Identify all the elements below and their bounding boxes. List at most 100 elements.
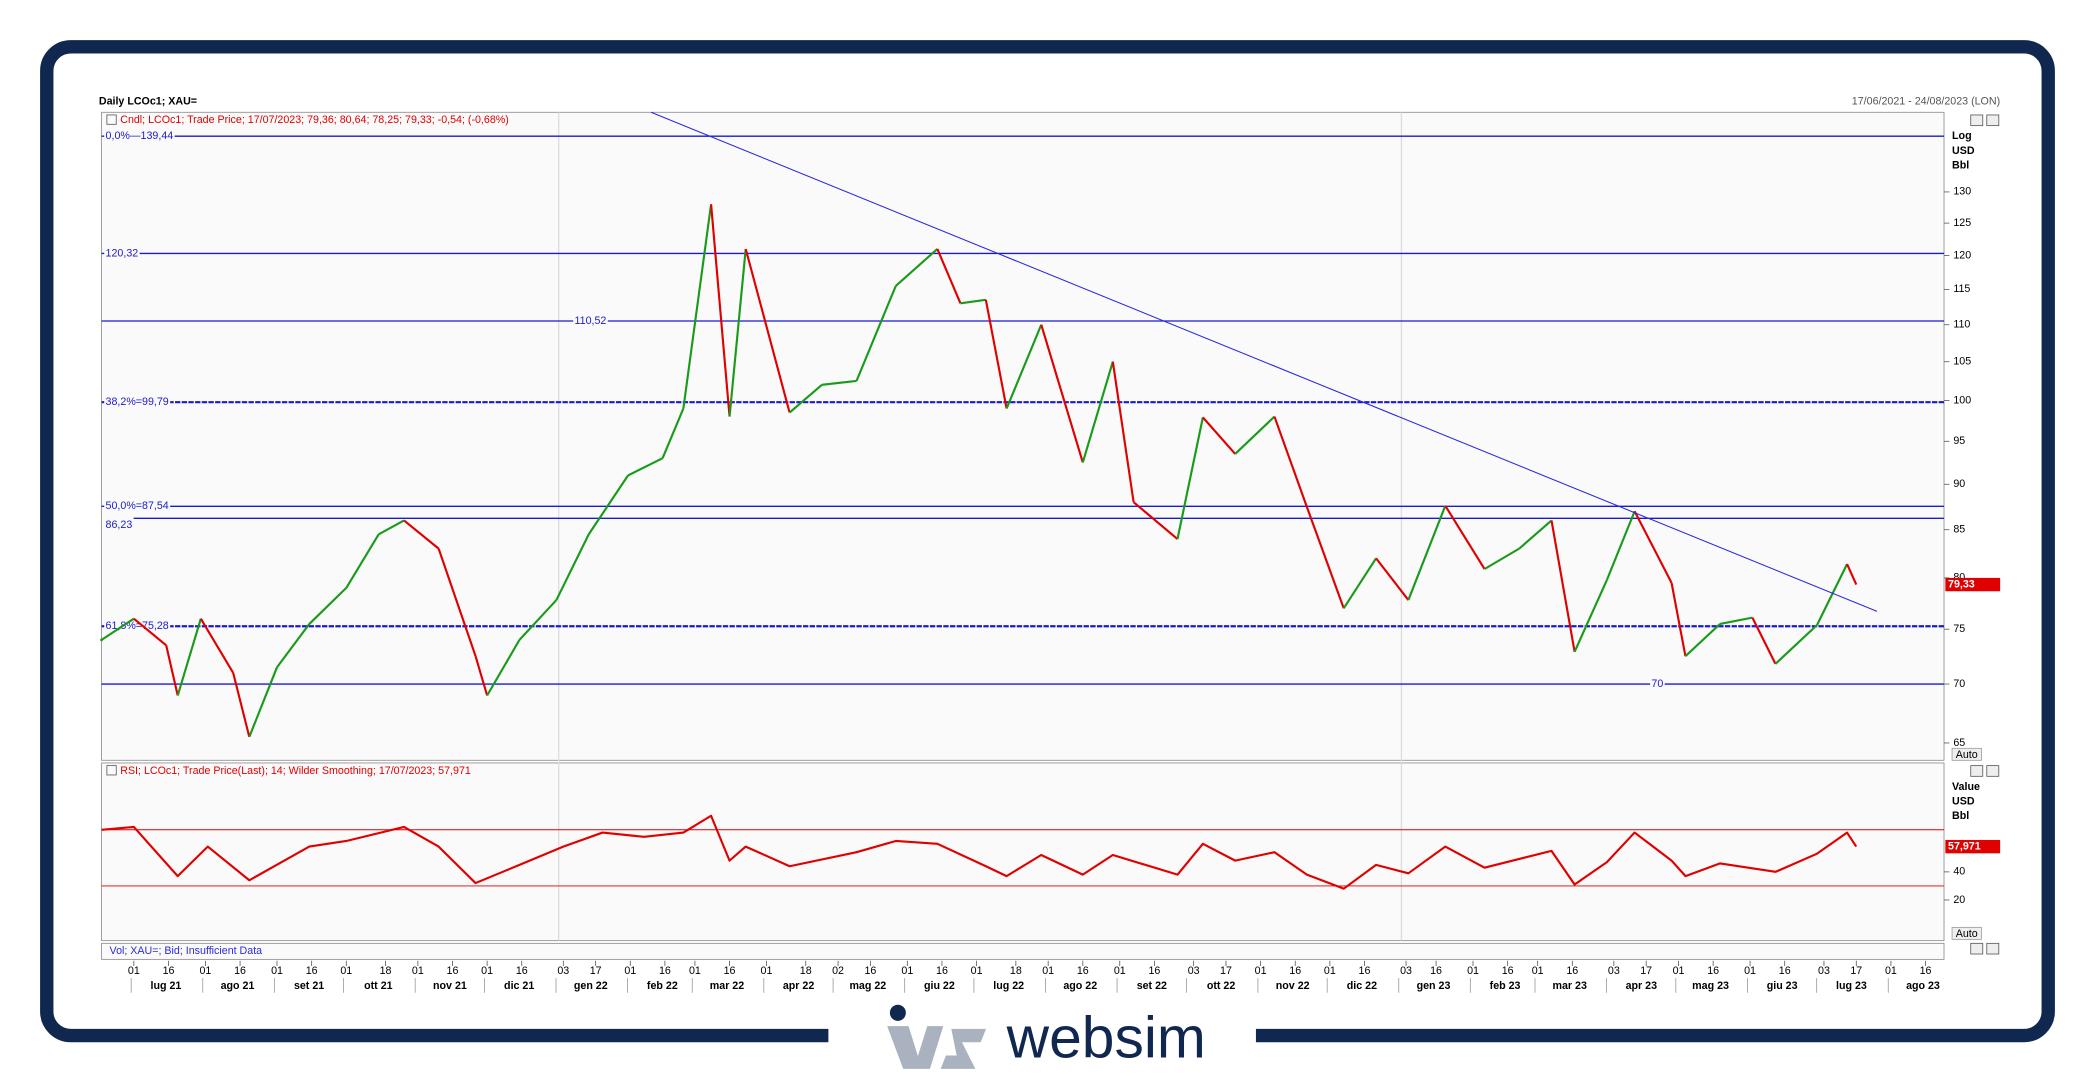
month-label: mar 22 [710, 980, 744, 992]
level-label: 120,32 [106, 247, 139, 259]
price-segment [486, 639, 521, 697]
price-segment [1342, 557, 1377, 609]
month-label: lug 23 [1836, 980, 1867, 992]
price-segment [1751, 617, 1777, 665]
axis-unit: Bbl [1952, 160, 1969, 172]
price-segment [165, 645, 179, 696]
x-tick-label: 01 [901, 965, 913, 977]
price-segment [821, 379, 857, 386]
level-label: 61,8%=75,28 [106, 620, 169, 632]
x-tick-label: 16 [1707, 965, 1719, 977]
x-tick-label: 16 [1077, 965, 1089, 977]
x-tick-label: 16 [163, 965, 175, 977]
last-price-label: 79,33 [1948, 578, 1975, 590]
price-segment [176, 618, 202, 696]
x-tick-label: 01 [689, 965, 701, 977]
x-tick-label: 01 [128, 965, 140, 977]
level-label-bg [104, 518, 134, 531]
x-tick-label: 16 [659, 965, 671, 977]
level-label: 0,0%—139,44 [106, 130, 174, 142]
month-label: dic 21 [504, 980, 534, 992]
month-label: feb 22 [647, 980, 678, 992]
month-label: lug 21 [151, 980, 182, 992]
price-segment [627, 457, 664, 477]
month-label: set 22 [1137, 980, 1167, 992]
auto-button[interactable] [1951, 926, 1982, 940]
logo-icon [887, 1004, 987, 1069]
x-tick-label: 16 [1779, 965, 1791, 977]
axis-unit: Value [1952, 781, 1980, 793]
axis-unit: USD [1952, 796, 1975, 808]
x-tick-label: 01 [1744, 965, 1756, 977]
price-segment [1375, 557, 1410, 601]
price-segment [1234, 415, 1276, 455]
x-tick-label: 16 [1920, 965, 1932, 977]
auto-label[interactable]: Auto [1956, 749, 1978, 761]
x-tick-label: 16 [936, 965, 948, 977]
price-segment [1816, 563, 1849, 626]
y-tick-label: 100 [1953, 394, 1971, 406]
price-segment [936, 248, 962, 304]
level-label: 86,23 [106, 519, 133, 531]
y-tick-label: 105 [1953, 356, 1971, 368]
y-tick-label: 115 [1953, 283, 1970, 295]
month-label: mag 22 [849, 980, 886, 992]
x-tick-label: 01 [1673, 965, 1685, 977]
y-tick-label: 110 [1953, 319, 1970, 331]
x-tick-label: 01 [1255, 965, 1267, 977]
y-tick-label: 125 [1953, 217, 1971, 229]
month-label: nov 21 [433, 980, 467, 992]
x-tick-label: 16 [1359, 965, 1371, 977]
date-range: 17/06/2021 - 24/08/2023 (LON) [1852, 95, 2000, 107]
x-tick-label: 16 [1289, 965, 1301, 977]
price-segment [518, 599, 558, 641]
last-rsi-tag [1945, 839, 2001, 854]
rsi-legend: RSI; LCOc1; Trade Price(Last); 14; Wilde… [120, 765, 471, 777]
x-tick-label: 17 [1220, 965, 1232, 977]
price-legend: Cndl; LCOc1; Trade Price; 17/07/2023; 79… [120, 114, 509, 126]
price-segment [661, 408, 685, 459]
price-segment [788, 383, 823, 414]
price-segment [1684, 623, 1721, 657]
level-label-bg [104, 247, 140, 260]
x-tick-label: 16 [724, 965, 736, 977]
price-panel [101, 111, 1945, 761]
level-label-bg [1650, 677, 1665, 690]
x-tick-label: 18 [1010, 965, 1022, 977]
price-segment [710, 204, 731, 417]
auto-label[interactable]: Auto [1956, 928, 1978, 940]
x-tick-label: 16 [1502, 965, 1514, 977]
price-segment [378, 519, 405, 536]
x-tick-label: 18 [800, 965, 812, 977]
month-label: dic 22 [1347, 980, 1377, 992]
y-tick-label: 65 [1953, 737, 1965, 749]
price-segment [1407, 505, 1447, 601]
last-rsi-label: 57,971 [1948, 840, 1981, 852]
auto-button[interactable] [1951, 747, 1982, 761]
price-segment [403, 519, 440, 550]
x-tick-label: 01 [200, 965, 212, 977]
window-buttons[interactable] [1970, 114, 2000, 955]
month-label: ott 21 [364, 980, 393, 992]
x-tick-label: 03 [1608, 965, 1620, 977]
x-tick-label: 01 [1324, 965, 1336, 977]
price-segment [1573, 579, 1608, 653]
month-label: giu 23 [1767, 980, 1798, 992]
axis-unit: USD [1952, 145, 1975, 157]
axis-unit: Bbl [1952, 810, 1969, 822]
x-tick-label: 16 [447, 965, 459, 977]
month-label: ago 21 [221, 980, 255, 992]
y-tick-label: 130 [1953, 186, 1971, 198]
vol-panel [101, 942, 1945, 960]
price-segment [744, 248, 791, 413]
price-segment [474, 655, 489, 696]
x-tick-label: 01 [412, 965, 424, 977]
legend-icon [106, 114, 117, 125]
legend-icon [106, 765, 117, 776]
month-label: apr 22 [783, 980, 815, 992]
price-segment [1633, 510, 1673, 584]
level-label: 70 [1651, 678, 1663, 690]
price-segment [276, 623, 311, 668]
rsi-line [101, 814, 1858, 890]
